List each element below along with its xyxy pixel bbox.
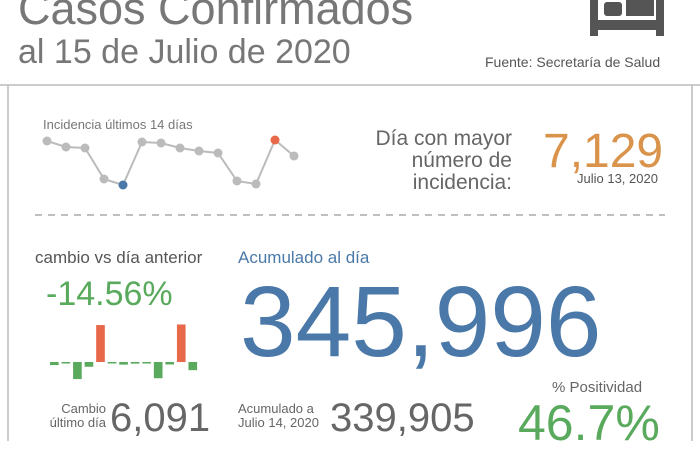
source: Fuente: Secretaría de Salud (485, 54, 661, 70)
peak-date: Julio 13, 2020 (577, 171, 658, 186)
sparkline-point (80, 143, 90, 153)
sparkline-point (194, 146, 204, 156)
change-bar (50, 362, 59, 366)
sparkline-point (99, 174, 109, 184)
change-bar (130, 362, 140, 364)
change-label: cambio vs día anterior (35, 248, 203, 267)
change-bar (153, 362, 163, 379)
sparkline-point (232, 176, 242, 186)
previous-value: 339,905 (330, 396, 475, 440)
positivity-value: 46.7% (518, 395, 660, 451)
cumulative-value: 345,996 (240, 266, 602, 378)
sparkline-point (118, 180, 128, 190)
peak-label: Día con mayor número de incidencia: (375, 127, 512, 194)
positivity-label: % Positividad (552, 379, 643, 396)
title: Casos Confirmados (18, 0, 414, 34)
change-bar (61, 362, 71, 364)
bed-icon (590, 0, 664, 36)
sparkline-point (175, 143, 185, 153)
sparkline-point (251, 179, 261, 189)
sparkline-point (213, 148, 223, 158)
cumulative-label: Acumulado al día (238, 248, 370, 267)
last-change-label: Cambio último día (49, 401, 106, 430)
change-value: -14.56% (46, 275, 173, 313)
change-bar (84, 362, 94, 367)
peak-value: 7,129 (543, 125, 664, 178)
last-change-value: 6,091 (110, 396, 211, 440)
change-bar (142, 362, 151, 364)
previous-label: Acumulado a Julio 14, 2020 (238, 401, 319, 430)
change-bar (119, 362, 128, 365)
sparkline-point (156, 138, 166, 148)
change-bar (107, 362, 117, 364)
subtitle: al 15 de Julio de 2020 (18, 33, 351, 71)
sparkline-point (289, 151, 299, 161)
change-bar (165, 362, 175, 365)
change-bar (176, 324, 186, 362)
change-bar (73, 362, 82, 380)
change-bar (96, 325, 105, 362)
sparkline-point (137, 137, 147, 147)
sparkline-point (61, 142, 71, 152)
sparkline-point (270, 135, 280, 145)
sparkline-label: Incidencia últimos 14 días (43, 117, 193, 132)
change-bar (188, 362, 198, 371)
sparkline-point (42, 136, 52, 146)
canvas (0, 0, 700, 441)
